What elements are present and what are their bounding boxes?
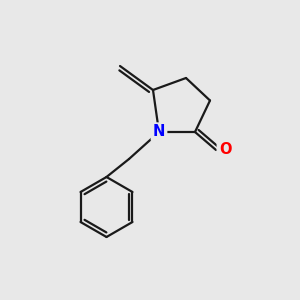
Text: O: O [219,142,231,158]
Text: N: N [153,124,165,140]
